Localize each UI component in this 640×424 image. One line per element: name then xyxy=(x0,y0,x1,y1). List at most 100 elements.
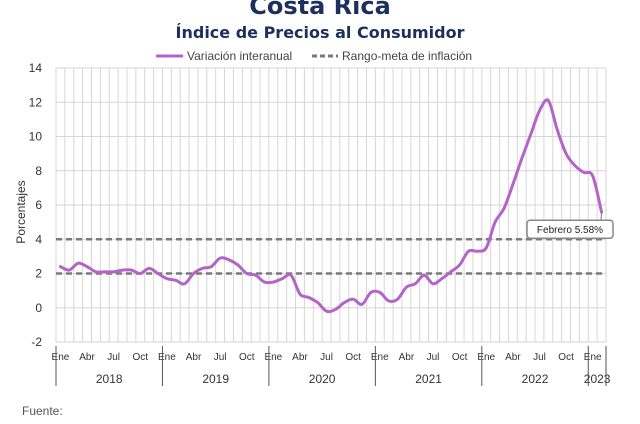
data-point xyxy=(556,128,559,131)
data-point xyxy=(511,183,515,186)
x-year-label: 2019 xyxy=(202,372,229,386)
data-point xyxy=(485,246,488,250)
data-point xyxy=(360,303,364,306)
x-year-label: 2022 xyxy=(522,372,549,386)
data-point xyxy=(218,256,222,260)
gridlines xyxy=(55,67,607,343)
target-range-lines xyxy=(56,238,606,275)
y-tick-label: 6 xyxy=(35,198,42,212)
data-point xyxy=(343,301,346,304)
x-month-tick-label: Abr xyxy=(186,352,202,363)
legend: Variación interanual Rango-meta de infla… xyxy=(156,49,472,63)
callout-text: Febrero 5.58% xyxy=(537,225,603,236)
data-point xyxy=(272,280,275,284)
legend-label-variacion: Variación interanual xyxy=(187,49,292,63)
data-point xyxy=(449,270,452,273)
data-point xyxy=(156,272,160,275)
data-point xyxy=(236,263,240,267)
x-month-tick-label: Ene xyxy=(264,352,282,363)
data-point xyxy=(422,274,426,277)
x-year-label: 2020 xyxy=(309,372,336,386)
y-tick-label: 2 xyxy=(35,267,42,281)
data-point xyxy=(538,109,541,113)
legend-label-rango-meta: Rango-meta de inflación xyxy=(342,49,472,63)
data-point xyxy=(334,308,337,311)
data-point xyxy=(289,274,293,277)
data-point xyxy=(139,272,142,275)
data-point xyxy=(502,207,506,210)
data-point xyxy=(254,274,257,277)
data-point xyxy=(564,152,568,155)
source-label: Fuente: xyxy=(22,404,63,418)
x-month-tick-label: Abr xyxy=(505,352,521,363)
data-point xyxy=(405,286,408,289)
data-point xyxy=(76,262,80,265)
data-point xyxy=(431,282,435,285)
x-month-tick-label: Jul xyxy=(107,352,120,363)
data-point xyxy=(387,299,390,303)
data-point xyxy=(582,171,586,174)
data-point xyxy=(85,265,89,268)
data-point xyxy=(307,296,311,299)
x-month-tick-label: Oct xyxy=(239,352,255,363)
x-month-tick-label: Oct xyxy=(132,352,148,363)
y-tick-label: 8 xyxy=(35,164,42,178)
x-month-tick-label: Ene xyxy=(477,352,495,363)
data-point xyxy=(263,280,266,284)
data-point xyxy=(547,99,550,102)
y-tick-label: 10 xyxy=(29,130,43,144)
y-tick-label: 4 xyxy=(35,232,42,246)
data-point xyxy=(351,297,355,301)
data-point xyxy=(378,291,381,294)
data-point xyxy=(68,268,71,272)
x-month-tick-label: Ene xyxy=(52,352,70,363)
x-month-tick-label: Oct xyxy=(452,352,468,363)
x-year-label: 2018 xyxy=(96,372,123,386)
country-title: Costa Rica xyxy=(249,0,391,20)
x-month-tick-label: Jul xyxy=(320,352,333,363)
data-point xyxy=(192,272,195,275)
data-point xyxy=(165,277,169,280)
data-point xyxy=(59,265,62,268)
y-tick-label: 12 xyxy=(29,95,43,109)
data-point xyxy=(591,174,594,178)
x-month-tick-label: Abr xyxy=(399,352,415,363)
data-point xyxy=(520,157,523,160)
x-month-tick-label: Ene xyxy=(584,352,602,363)
x-month-tick-label: Abr xyxy=(292,352,308,363)
data-point xyxy=(414,282,417,285)
data-point xyxy=(396,297,399,301)
data-point xyxy=(201,267,204,270)
data-point xyxy=(476,250,479,253)
data-point xyxy=(493,220,497,224)
data-point xyxy=(112,270,115,273)
data-point xyxy=(440,277,444,280)
data-point xyxy=(121,268,124,272)
x-axis: Ene Abr Jul Oct Ene Abr Jul Oct Ene Abr Jul Oct Ene A… xyxy=(52,346,611,386)
data-point xyxy=(130,268,133,272)
y-axis-ticks: -2 0 2 4 6 8 10 12 14 xyxy=(29,61,43,349)
callout-leader xyxy=(600,212,603,221)
data-point xyxy=(94,270,98,273)
x-month-tick-label: Oct xyxy=(345,352,361,363)
data-point xyxy=(227,258,231,261)
data-point xyxy=(573,164,577,167)
data-point xyxy=(529,133,532,136)
x-year-label: 2023 xyxy=(584,372,611,386)
x-month-tick-label: Jul xyxy=(533,352,546,363)
data-point xyxy=(316,301,319,304)
data-point xyxy=(174,279,177,282)
data-point xyxy=(369,291,373,294)
data-point xyxy=(210,265,213,268)
data-point xyxy=(298,292,302,296)
x-month-tick-label: Abr xyxy=(79,352,95,363)
data-point xyxy=(458,263,461,267)
y-tick-label: 14 xyxy=(29,61,43,75)
data-point xyxy=(467,250,470,253)
annotation-callout: Febrero 5.58% xyxy=(526,212,614,239)
x-month-tick-label: Oct xyxy=(558,352,574,363)
data-point xyxy=(103,270,106,273)
data-point xyxy=(325,309,328,313)
x-month-tick-label: Ene xyxy=(158,352,176,363)
